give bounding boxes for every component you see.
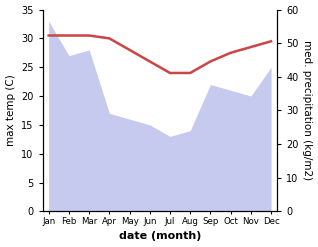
X-axis label: date (month): date (month) — [119, 231, 201, 242]
Y-axis label: med. precipitation (kg/m2): med. precipitation (kg/m2) — [302, 40, 313, 181]
Y-axis label: max temp (C): max temp (C) — [5, 75, 16, 146]
